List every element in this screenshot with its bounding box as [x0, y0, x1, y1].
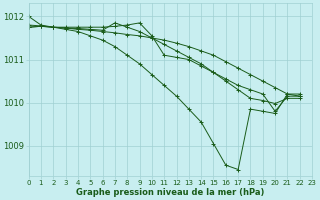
X-axis label: Graphe pression niveau de la mer (hPa): Graphe pression niveau de la mer (hPa): [76, 188, 265, 197]
